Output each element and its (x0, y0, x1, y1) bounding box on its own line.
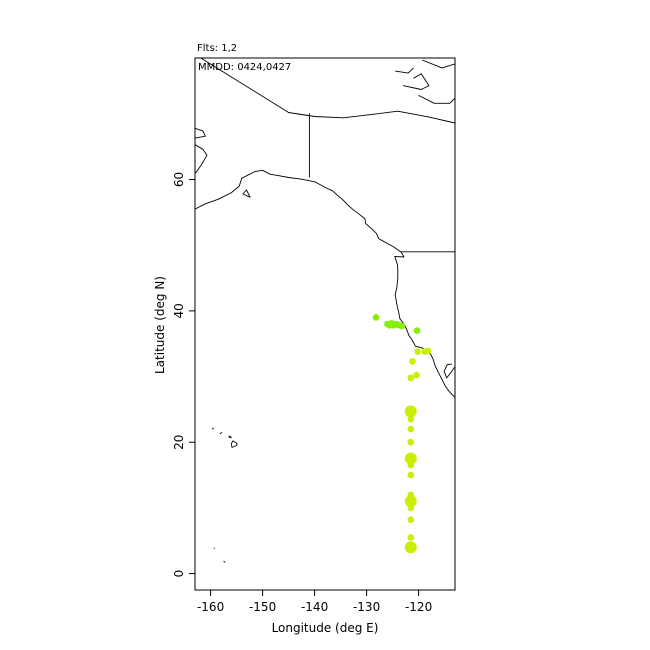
flight-2-point (372, 314, 380, 321)
y-tick-label: 40 (172, 303, 186, 318)
flight-1-point (407, 438, 415, 446)
flight-1-point (407, 534, 415, 541)
flight-1-point (414, 348, 421, 355)
flight-1-point (404, 541, 417, 554)
coastline-segment (195, 169, 455, 398)
coastline-segment (422, 59, 455, 69)
x-tick-label: -130 (353, 600, 380, 614)
coastline-segment (195, 127, 206, 139)
y-tick-label: 0 (172, 570, 186, 578)
coastline-segment (223, 560, 226, 563)
x-tick-label: -160 (197, 600, 224, 614)
flight-1-point (404, 452, 417, 465)
flight-1-point (407, 425, 415, 433)
coastline-segment (443, 363, 455, 379)
flights-label: Flts: 1,2 (197, 43, 237, 54)
flight-1-point (424, 347, 432, 355)
coastline-segment (228, 435, 232, 439)
flight-2-point (413, 327, 421, 334)
flight-1-point (407, 516, 415, 523)
coastline-segment (213, 547, 216, 549)
flight-1-point (407, 491, 415, 499)
y-tick-label: 20 (172, 435, 186, 450)
y-axis: 0 20 40 60 (172, 172, 195, 578)
flight-2-point (398, 322, 406, 330)
plot-frame (194, 57, 456, 591)
x-axis: -160 -150 -140 -130 -120 (197, 590, 432, 614)
coastline-segment (418, 94, 455, 104)
coastline-segment (219, 432, 223, 435)
coastline-segment (199, 58, 455, 124)
coastline-layer (195, 58, 455, 563)
x-axis-label: Longitude (deg E) (272, 621, 379, 635)
observation-points (372, 314, 432, 554)
flight-1-point (413, 371, 420, 379)
coastline-segment (211, 427, 214, 430)
coastline-segment (230, 440, 238, 448)
flight-1-point (407, 415, 415, 423)
x-tick-label: -120 (405, 600, 432, 614)
coastline-segment (395, 67, 414, 74)
flight-1-point (407, 374, 415, 382)
x-tick-label: -150 (249, 600, 276, 614)
flight-1-point (409, 358, 416, 365)
flight-1-point (404, 495, 417, 508)
flight-1-point (407, 471, 415, 479)
coastline-segment (402, 73, 430, 90)
coastline-segment (242, 189, 251, 198)
flight-1-point (404, 405, 417, 418)
x-tick-label: -140 (301, 600, 328, 614)
dates-label: MMDD: 0424,0427 (198, 62, 291, 73)
y-axis-label: Latitude (deg N) (153, 276, 167, 374)
coastline-segment (195, 144, 208, 174)
y-tick-label: 60 (172, 172, 186, 187)
